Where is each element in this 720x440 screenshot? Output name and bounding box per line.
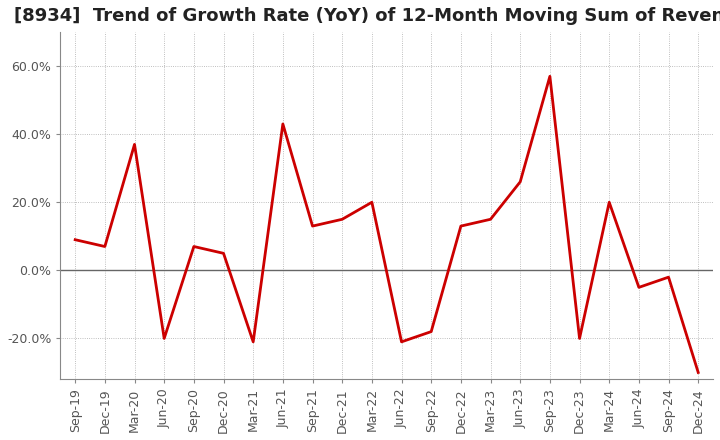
Title: [8934]  Trend of Growth Rate (YoY) of 12-Month Moving Sum of Revenues: [8934] Trend of Growth Rate (YoY) of 12-…: [14, 7, 720, 25]
